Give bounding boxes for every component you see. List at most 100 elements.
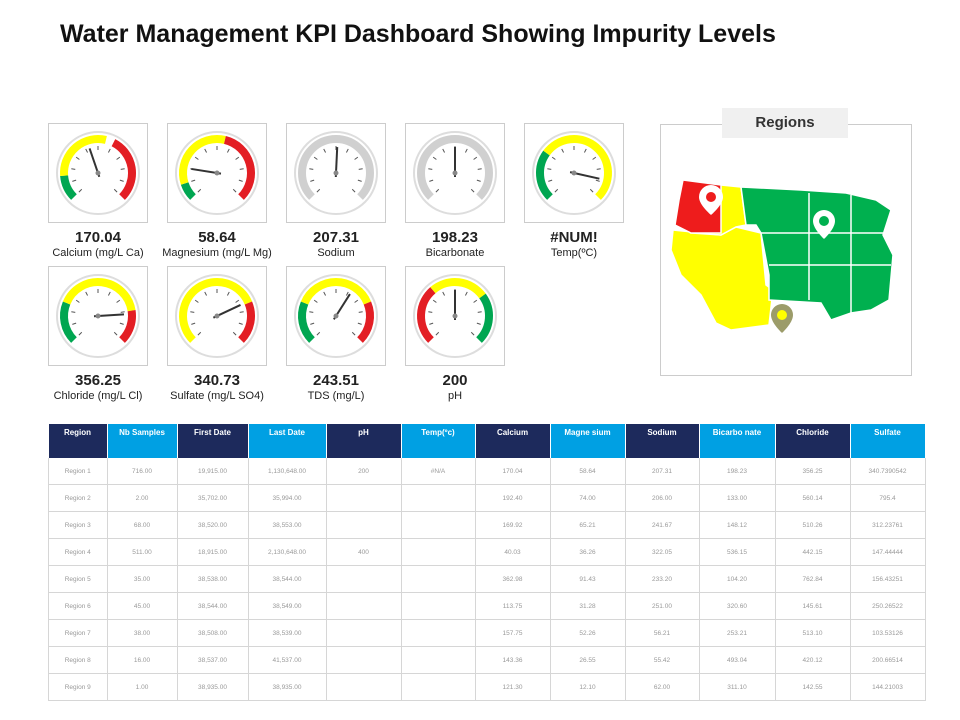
table-cell: [400, 592, 476, 620]
table-cell: 513.10: [774, 619, 851, 647]
map-panel: [660, 124, 912, 376]
gauge-band: [543, 135, 612, 200]
gauge-tick: [435, 331, 440, 336]
column-header: Bicarbo nate: [699, 424, 776, 458]
table-cell: 312.23761: [849, 511, 926, 539]
gauge-tick: [470, 188, 475, 193]
gauge-tick: [432, 299, 437, 303]
table-row: Region 4 511.00 18,915.00 2,130,648.00 400 40…: [48, 538, 926, 566]
gauge-label: Sodium: [317, 247, 355, 259]
table-cell: 536.15: [698, 538, 776, 566]
gauge-label: Calcium (mg/L Ca): [52, 247, 144, 259]
gauge-hub: [214, 313, 220, 319]
table-cell: 56.21: [624, 619, 700, 647]
table-row: Region 1 716.00 19,915.00 1,130,648.00 200 #N…: [48, 458, 926, 485]
table-cell: Region 9: [48, 673, 108, 701]
gauge-dial: [294, 274, 378, 358]
gauge-tick: [238, 179, 243, 182]
table-cell: [325, 646, 402, 674]
gauge-value: 340.73: [194, 372, 240, 389]
table-cell: 38,520.00: [176, 511, 249, 539]
table-cell: 420.12: [774, 646, 851, 674]
gauge: 200 pH: [405, 266, 505, 402]
table-cell: 233.20: [624, 565, 700, 593]
table-row: Region 6 45.00 38,544.00 38,549.00 113.75 31.…: [48, 592, 926, 620]
table-cell: 510.26: [774, 511, 851, 539]
gauge-tick: [239, 311, 244, 313]
table-cell: Region 8: [48, 646, 108, 674]
gauge-value: 170.04: [75, 229, 121, 246]
data-table: Region Nb Samples First Date Last Date pH Tem…: [48, 424, 926, 701]
table-cell: 38,553.00: [247, 511, 327, 539]
table-cell: [400, 673, 476, 701]
table-cell: 253.21: [698, 619, 776, 647]
column-header: Temp(ºc): [401, 424, 476, 458]
table-cell: [400, 565, 476, 593]
table-row: Region 7 38.00 38,508.00 38,539.00 157.75 52.…: [48, 619, 926, 647]
gauge-tick: [428, 168, 433, 170]
gauge-tick: [357, 179, 362, 182]
gauge-label: Magnesium (mg/L Mg): [162, 247, 272, 259]
table-cell: 26.55: [549, 646, 626, 674]
gauge-dial: [175, 131, 259, 215]
gauge-tick: [232, 331, 237, 336]
gauge-tick: [194, 299, 199, 303]
gauge-tick: [113, 331, 118, 336]
gauge-tick: [235, 156, 240, 160]
gauge-band: [417, 135, 493, 200]
gauge-tick: [357, 322, 362, 325]
gauge-tick: [71, 311, 76, 313]
region-yellow: [670, 226, 774, 331]
gauge-tick: [551, 156, 556, 160]
gauge-tick: [358, 311, 363, 313]
gauge-tick: [596, 168, 601, 170]
gauge-dial: [56, 131, 140, 215]
map: [670, 179, 894, 333]
gauge-tick: [351, 188, 356, 193]
gauge-value: #NUM!: [550, 229, 598, 246]
gauge-tick: [238, 322, 243, 325]
table-cell: [400, 619, 476, 647]
gauge-box: [167, 266, 267, 366]
gauge-tick: [313, 299, 318, 303]
gauge-value: 243.51: [313, 372, 359, 389]
gauge-band: [119, 310, 136, 343]
gauge-band: [476, 293, 493, 343]
gauge-tick: [428, 311, 433, 313]
table-cell: [325, 673, 402, 701]
table-cell: 1,130,648.00: [247, 458, 327, 485]
gauge: 58.64 Magnesium (mg/L Mg): [162, 123, 272, 259]
gauge-tick: [464, 291, 468, 296]
gauge: 243.51 TDS (mg/L): [286, 266, 386, 402]
gauge-tick: [310, 322, 315, 325]
gauge-hub: [333, 313, 339, 319]
table-cell: #N/A: [400, 458, 476, 485]
gauge-tick: [226, 291, 230, 296]
gauge-dial: [56, 274, 140, 358]
table-cell: 38,935.00: [176, 673, 249, 701]
gauge-value: 207.31: [313, 229, 359, 246]
gauge-tick: [554, 188, 559, 193]
gauge-band: [298, 301, 315, 343]
table-cell: [325, 565, 402, 593]
table-cell: 74.00: [549, 484, 626, 512]
table-cell: 511.00: [106, 538, 178, 566]
gauge-tick: [589, 188, 594, 193]
gauge-band: [180, 182, 196, 200]
table-cell: Region 5: [48, 565, 108, 593]
map-title: Regions: [722, 108, 848, 138]
gauge-tick: [470, 331, 475, 336]
gauge-tick: [429, 322, 434, 325]
table-cell: 52.26: [549, 619, 626, 647]
column-header: Region: [48, 424, 108, 458]
gauge-value: 58.64: [198, 229, 236, 246]
table-cell: 145.61: [774, 592, 851, 620]
gauge-tick: [239, 168, 244, 170]
gauge-tick: [191, 179, 196, 182]
gauge-tick: [78, 331, 83, 336]
table-cell: 147.44444: [849, 538, 926, 566]
table-cell: 2,130,648.00: [247, 538, 327, 566]
table-cell: 157.75: [474, 619, 551, 647]
column-header: pH: [326, 424, 402, 458]
table-cell: 206.00: [624, 484, 700, 512]
